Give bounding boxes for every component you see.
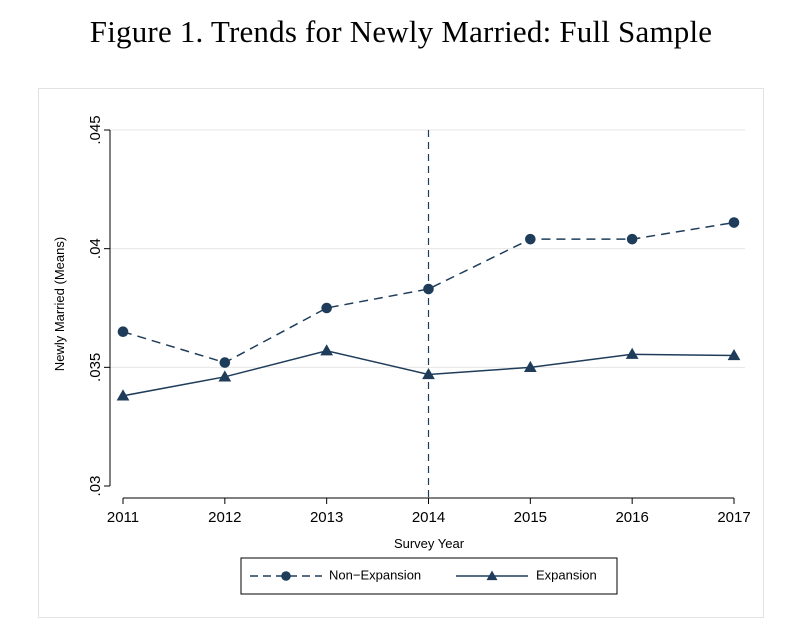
x-tick-label: 2016: [615, 509, 648, 526]
y-tick-label: .035: [87, 353, 104, 382]
data-point-expansion: [523, 360, 537, 372]
x-tick-label: 2015: [514, 509, 547, 526]
data-point-expansion: [218, 370, 232, 382]
grid-lines: [110, 129, 745, 368]
legend-marker-triangle: [486, 570, 498, 581]
legend-label: Expansion: [536, 567, 597, 582]
data-point-non-expansion: [219, 357, 231, 368]
data-point-non-expansion: [117, 326, 129, 338]
chart-panel: [38, 88, 764, 618]
x-tick-label: 2014: [412, 509, 445, 526]
x-tick-label: 2017: [717, 509, 750, 526]
x-axis-title: Survey Year: [394, 536, 465, 551]
legend: Non−Expansion Expansion: [240, 557, 618, 595]
axes: .03 .035 .04 .045 2011 2012 2013 2014 2015 2016 20…: [87, 115, 751, 526]
data-point-expansion: [422, 367, 435, 380]
data-point-expansion: [625, 347, 639, 359]
legend-marker-circle: [281, 571, 291, 581]
y-tick-label: .03: [87, 476, 104, 497]
data-point-non-expansion: [626, 233, 638, 245]
data-point-expansion: [727, 348, 741, 361]
data-point-non-expansion: [525, 233, 536, 245]
x-tick-label: 2013: [310, 509, 343, 526]
x-tick-label: 2012: [208, 509, 241, 526]
x-tick-label: 2011: [107, 509, 139, 526]
y-tick-label: .04: [87, 238, 104, 259]
data-point-non-expansion: [321, 302, 332, 314]
legend-label: Non−Expansion: [329, 567, 421, 582]
data-point-expansion: [116, 389, 130, 401]
data-point-non-expansion: [728, 217, 740, 228]
y-tick-label: .045: [87, 115, 104, 144]
y-axis-title: Newly Married (Means): [52, 237, 67, 371]
data-point-expansion: [320, 344, 334, 356]
series: [116, 217, 741, 401]
axis-labels: Survey Year Newly Married (Means): [52, 237, 465, 551]
figure-title: Figure 1. Trends for Newly Married: Full…: [89, 14, 713, 49]
data-point-non-expansion: [423, 283, 434, 295]
